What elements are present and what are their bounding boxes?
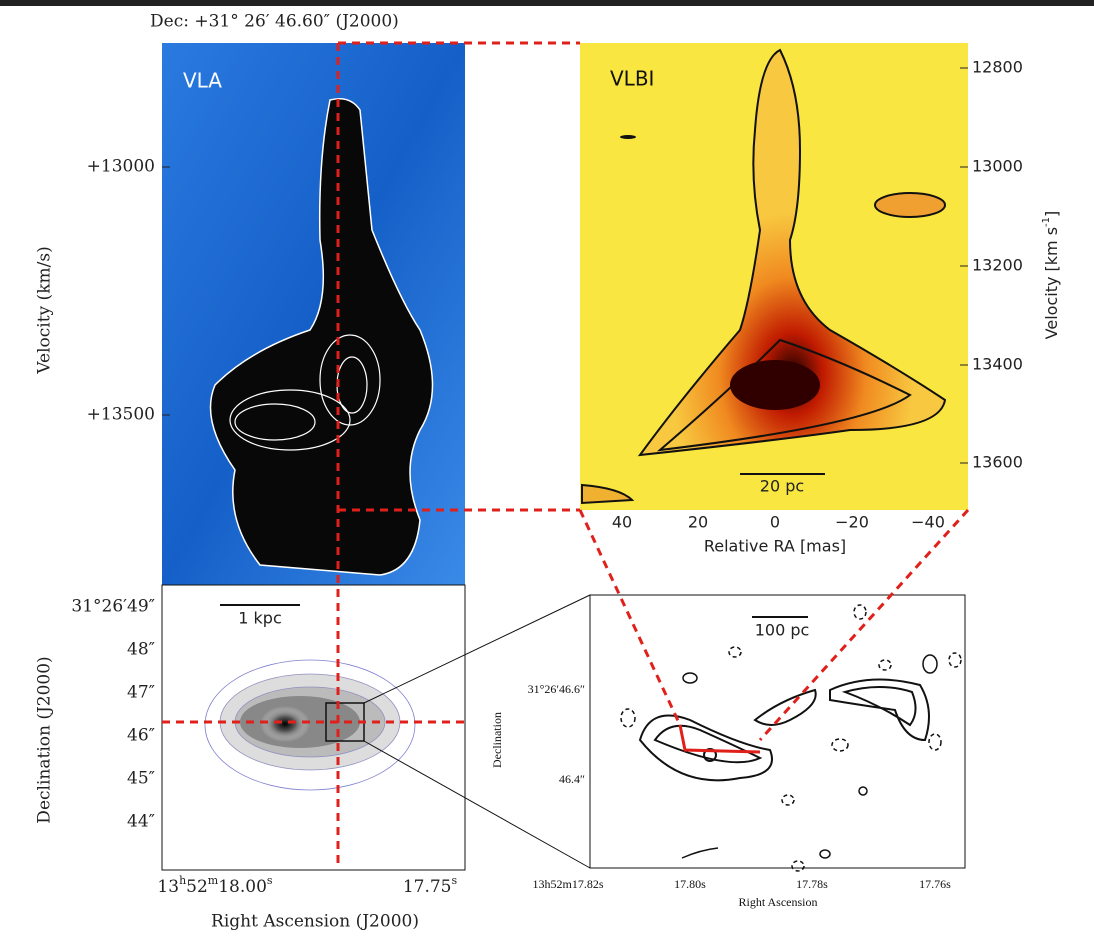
y-tick-label: 47″ <box>127 683 155 703</box>
x-tick-label: 40 <box>612 513 632 532</box>
vlbi-x-ticks: 40 20 0 −20 −40 <box>612 513 945 532</box>
tick-superscript: s <box>267 874 273 887</box>
label-part: Velocity [km s <box>1042 227 1061 339</box>
y-tick-label: 31°26′46.6″ <box>528 682 585 696</box>
x-tick-label: 17.80s <box>674 877 706 891</box>
x-tick-label: 13h52m17.82s <box>532 877 603 891</box>
x-tick-label: 13h52m18.00s <box>157 874 272 897</box>
tick-part: 52 <box>186 877 208 897</box>
y-tick-label: 44″ <box>127 812 155 832</box>
x-tick-label: −40 <box>911 513 945 532</box>
x-tick-label: 20 <box>688 513 708 532</box>
tick-part: 18.00 <box>218 877 267 897</box>
y-tick-label: 13400 <box>972 355 1023 374</box>
panel-label: VLA <box>183 69 222 93</box>
vla-panel: VLA +13000 +13500 Velocity (km/s) <box>35 43 466 585</box>
y-tick-label: +13000 <box>87 157 155 177</box>
x-axis-label: Right Ascension (J2000) <box>211 912 419 932</box>
y-axis-label: Declination (J2000) <box>35 656 55 823</box>
y-axis-label: Velocity (km/s) <box>35 246 55 374</box>
y-axis-label: Velocity [km s-1] <box>1041 211 1061 340</box>
scale-bar-label: 100 pc <box>755 621 810 640</box>
tick-superscript: h <box>179 874 186 887</box>
y-axis-label: Declination <box>490 712 504 768</box>
y-tick-label: 13200 <box>972 256 1023 275</box>
vlbi-panel: VLBI 20 pc 12800 13000 13200 13400 13600… <box>580 43 1061 556</box>
scale-bar-label: 1 kpc <box>238 609 281 628</box>
y-tick-label: 46″ <box>127 726 155 746</box>
x-tick-label: 17.78s <box>796 877 828 891</box>
figure: Dec: +31° 26′ 46.60″ (J2000) VLA +13000 … <box>0 0 1094 946</box>
y-tick-label: 45″ <box>127 769 155 789</box>
x-axis-label: Right Ascension <box>738 895 817 909</box>
tick-part: 13 <box>157 877 179 897</box>
tick-superscript: s <box>452 874 458 887</box>
y-tick-label: 48″ <box>127 640 155 660</box>
tick-superscript: m <box>208 874 219 887</box>
top-strip <box>0 0 1094 6</box>
dec-title: Dec: +31° 26′ 46.60″ (J2000) <box>150 12 399 32</box>
map-panel: 1 kpc 31°26′49″ 48″ 47″ 46″ 45″ 44″ 13h5… <box>35 585 466 932</box>
y-tick-label: 31°26′49″ <box>71 597 155 617</box>
panel-label: VLBI <box>610 67 654 91</box>
y-tick-label: 12800 <box>972 58 1023 77</box>
x-tick-label: 0 <box>770 513 780 532</box>
label-superscript: -1 <box>1041 217 1052 227</box>
y-tick-label: 13600 <box>972 453 1023 472</box>
x-tick-label: 17.75s <box>403 874 458 897</box>
vlbi-y-ticks: 12800 13000 13200 13400 13600 <box>960 58 1023 472</box>
y-tick-label: 13000 <box>972 157 1023 176</box>
x-tick-label: 17.76s <box>919 877 951 891</box>
x-tick-label: −20 <box>835 513 869 532</box>
y-tick-label: 46.4″ <box>559 772 585 786</box>
scale-bar-label: 20 pc <box>760 477 804 496</box>
x-axis-label: Relative RA [mas] <box>704 537 846 556</box>
tick-part: 17.75 <box>403 877 452 897</box>
y-tick-label: +13500 <box>87 405 155 425</box>
label-part: ] <box>1042 211 1061 217</box>
